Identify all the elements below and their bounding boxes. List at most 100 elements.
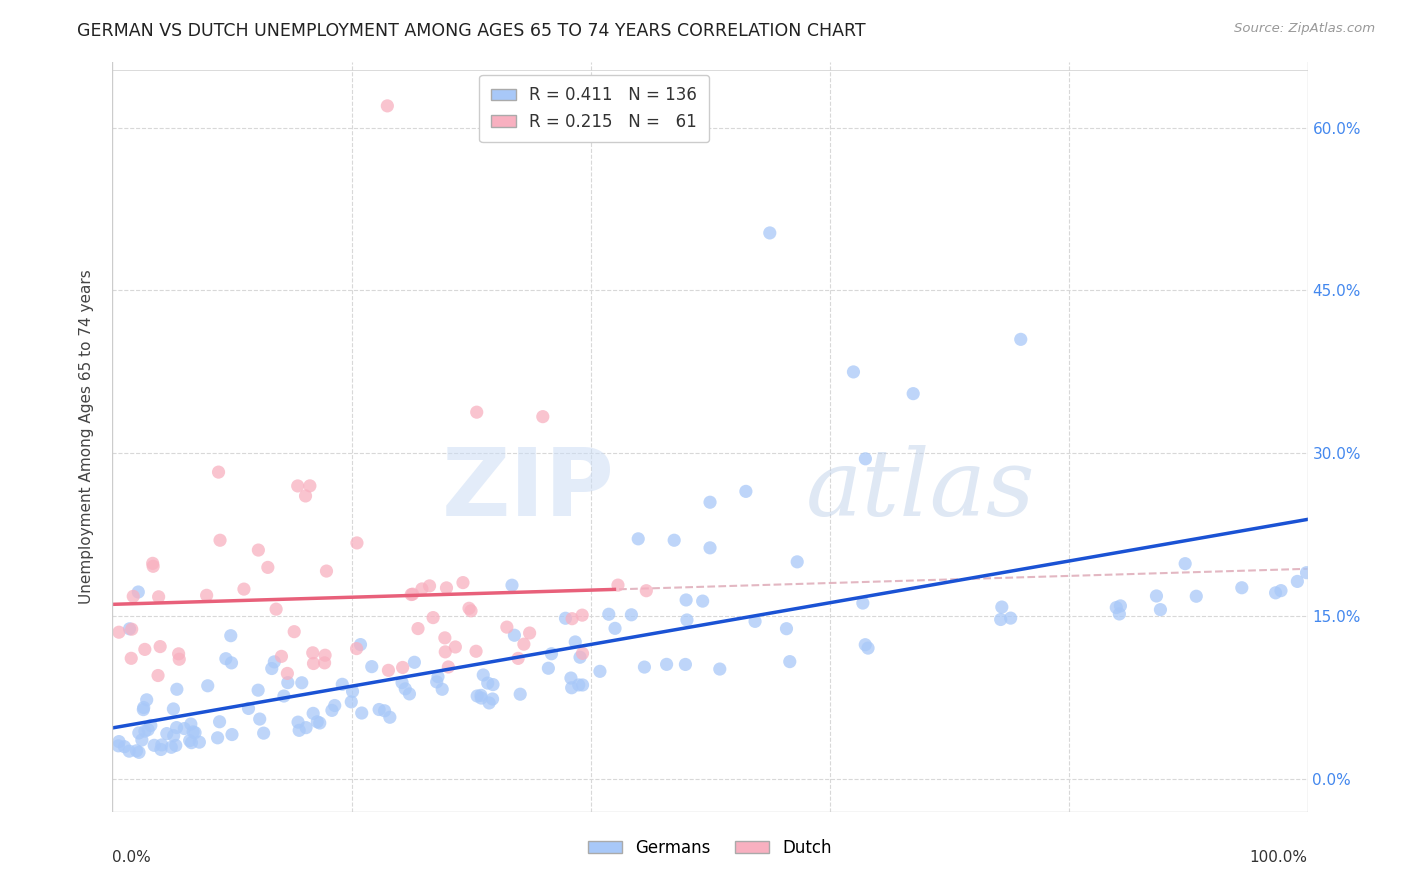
Point [342,684,364,698]
Point [451,575,474,590]
Point [221,727,243,741]
Text: Source: ZipAtlas.com: Source: ZipAtlas.com [1234,22,1375,36]
Point [179,733,201,747]
Point [477,676,499,690]
Point [195,588,218,602]
Point [655,657,678,672]
Point [627,532,650,546]
Point [181,724,204,739]
Point [321,703,343,717]
Point [315,564,337,578]
Point [561,612,583,626]
Point [134,642,156,657]
Point [433,631,456,645]
Point [156,726,179,740]
Text: atlas: atlas [806,444,1035,534]
Point [208,714,231,729]
Point [118,744,141,758]
Legend: Germans, Dutch: Germans, Dutch [582,832,838,863]
Point [131,733,153,747]
Point [465,405,488,419]
Point [125,744,148,758]
Point [1174,557,1197,571]
Point [699,541,721,555]
Point [108,625,131,640]
Point [287,479,309,493]
Point [1000,611,1022,625]
Point [598,607,620,622]
Point [207,731,229,745]
Point [142,557,165,571]
Point [554,611,576,625]
Point [458,601,481,615]
Point [249,712,271,726]
Point [135,693,157,707]
Point [247,683,270,698]
Point [437,660,460,674]
Point [340,695,363,709]
Point [1109,599,1132,613]
Point [134,724,156,739]
Point [233,582,256,596]
Point [1105,600,1128,615]
Point [291,675,314,690]
Point [166,682,188,697]
Point [1286,574,1309,589]
Point [470,689,492,703]
Point [855,451,877,466]
Point [589,665,612,679]
Point [263,655,285,669]
Point [107,739,129,753]
Point [120,651,142,665]
Point [360,659,382,673]
Point [519,626,541,640]
Point [260,661,283,675]
Point [391,660,413,674]
Point [143,739,166,753]
Point [288,723,311,738]
Point [165,739,187,753]
Point [470,691,492,706]
Point [398,687,420,701]
Point [378,710,401,724]
Point [270,649,292,664]
Point [472,668,495,682]
Point [238,701,260,715]
Point [207,465,229,479]
Point [513,637,536,651]
Point [121,622,143,636]
Point [253,726,276,740]
Point [314,648,336,663]
Text: ZIP: ZIP [441,443,614,535]
Point [197,679,219,693]
Point [350,706,373,720]
Point [308,716,330,731]
Point [167,647,190,661]
Point [786,555,808,569]
Point [330,677,353,691]
Point [675,593,697,607]
Point [460,604,482,618]
Point [377,663,399,677]
Point [1146,589,1168,603]
Point [276,666,298,681]
Point [160,740,183,755]
Point [180,717,202,731]
Point [1185,589,1208,603]
Point [531,409,554,424]
Point [853,638,876,652]
Point [180,736,202,750]
Point [323,698,346,713]
Point [142,559,165,574]
Point [301,646,323,660]
Point [163,729,186,743]
Point [633,660,655,674]
Point [209,533,232,548]
Point [294,489,316,503]
Point [136,723,159,737]
Point [122,590,145,604]
Point [1295,566,1317,580]
Point [295,721,318,735]
Point [709,662,731,676]
Point [561,681,583,695]
